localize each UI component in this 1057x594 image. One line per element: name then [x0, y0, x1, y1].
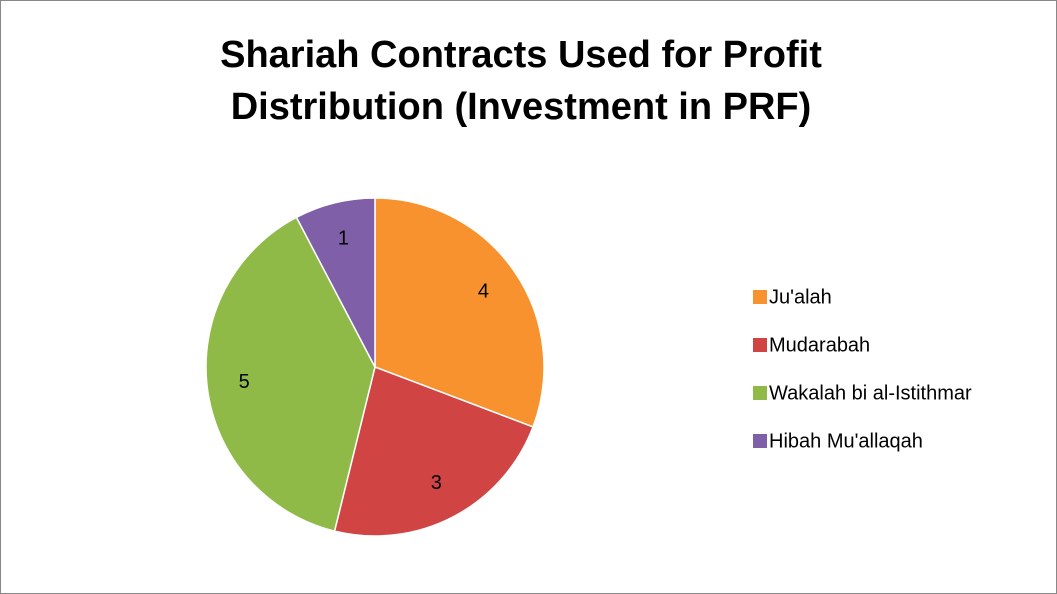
pie-slice — [333, 365, 534, 537]
chart-title: Shariah Contracts Used for Profit Distri… — [220, 34, 822, 128]
legend-swatch — [753, 290, 767, 304]
data-label: 4 — [478, 280, 489, 302]
pie-slice — [374, 197, 545, 428]
data-label: 1 — [338, 227, 349, 249]
legend-swatch — [753, 338, 767, 352]
pie-slice — [295, 197, 376, 368]
legend-swatch — [753, 386, 767, 400]
legend-label: Mudarabah — [769, 334, 870, 356]
legend-swatch — [753, 434, 767, 448]
legend-label: Hibah Mu'allaqah — [769, 430, 923, 452]
pie-slice — [205, 216, 376, 532]
data-label: 3 — [431, 472, 442, 494]
data-label: 5 — [239, 371, 250, 393]
legend-label: Wakalah bi al-Istithmar — [769, 382, 972, 404]
legend-label: Ju'alah — [769, 286, 832, 308]
